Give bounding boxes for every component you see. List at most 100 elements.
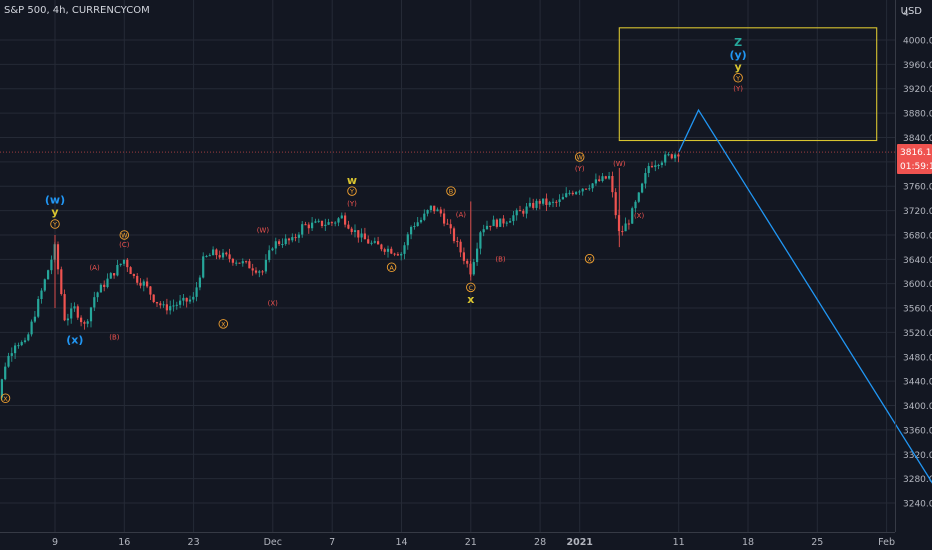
candle-body bbox=[60, 269, 63, 295]
candle-body bbox=[403, 245, 406, 254]
y-tick-label: 3440.0 bbox=[903, 378, 932, 388]
candle-body bbox=[126, 259, 129, 268]
candle-body bbox=[353, 230, 357, 232]
candle-body bbox=[459, 241, 462, 253]
candle-body bbox=[317, 220, 320, 222]
candle-body bbox=[215, 249, 218, 256]
candle-body bbox=[10, 353, 13, 356]
wave-label: (C) bbox=[119, 241, 130, 249]
candle-body bbox=[324, 224, 327, 226]
candle-body bbox=[525, 206, 528, 214]
candle-body bbox=[80, 317, 83, 323]
candle-body bbox=[340, 215, 343, 219]
candle-body bbox=[571, 192, 574, 195]
x-tick-label: 16 bbox=[118, 537, 130, 548]
y-tick-label: 3480.0 bbox=[903, 353, 932, 363]
candle-body bbox=[106, 278, 109, 288]
wave-label: (X) bbox=[268, 300, 279, 308]
candle-body bbox=[258, 271, 261, 273]
wave-label-circle bbox=[347, 186, 357, 196]
candle-body bbox=[518, 210, 522, 212]
y-tick-label: 3560.0 bbox=[903, 305, 932, 315]
candle-body bbox=[47, 270, 50, 280]
candle-body bbox=[489, 225, 492, 227]
candle-body bbox=[492, 219, 495, 227]
candle-body bbox=[119, 263, 122, 265]
candle-body bbox=[509, 221, 512, 223]
wave-label: Y bbox=[349, 188, 354, 196]
y-tick-label: 3400.0 bbox=[903, 402, 932, 412]
candle-body bbox=[505, 222, 508, 224]
candle-body bbox=[241, 261, 244, 264]
wave-label: (x) bbox=[66, 333, 83, 346]
candle-body bbox=[350, 228, 353, 232]
candle-body bbox=[86, 321, 89, 324]
candle-body bbox=[634, 201, 637, 209]
wave-label: A bbox=[389, 264, 394, 272]
candle-body bbox=[485, 225, 489, 230]
x-tick-label: 11 bbox=[673, 537, 685, 548]
candle-body bbox=[347, 224, 350, 229]
candle-body bbox=[175, 304, 178, 306]
candle-body bbox=[37, 298, 40, 317]
candle-body bbox=[304, 224, 307, 226]
candle-body bbox=[367, 239, 370, 244]
candle-body bbox=[205, 255, 208, 257]
candle-body bbox=[344, 215, 347, 225]
candle-body bbox=[129, 267, 132, 275]
candle-body bbox=[502, 218, 505, 224]
candle-body bbox=[565, 193, 568, 198]
candle-body bbox=[225, 252, 228, 255]
candle-body bbox=[83, 322, 86, 324]
wave-label: Y bbox=[735, 74, 740, 82]
wave-label: (B) bbox=[495, 256, 506, 264]
time-axis-divider bbox=[0, 532, 895, 533]
candle-body bbox=[482, 229, 485, 233]
currency-label[interactable]: USD bbox=[900, 6, 922, 17]
candle-body bbox=[294, 237, 297, 239]
x-tick-label: Feb bbox=[878, 537, 895, 548]
candle-body bbox=[4, 366, 7, 380]
candle-body bbox=[439, 209, 442, 214]
candle-body bbox=[202, 256, 205, 278]
candle-body bbox=[581, 188, 584, 192]
y-tick-label: 3240.0 bbox=[903, 500, 932, 510]
candle-body bbox=[522, 210, 525, 214]
candle-body bbox=[109, 273, 112, 279]
candle-body bbox=[228, 254, 231, 259]
candle-body bbox=[122, 259, 126, 264]
candle-body bbox=[360, 233, 363, 238]
candle-body bbox=[406, 234, 409, 246]
candle-body bbox=[63, 294, 66, 321]
candle-body bbox=[268, 250, 271, 260]
x-tick-label: 25 bbox=[811, 537, 823, 548]
wave-label-circle bbox=[386, 262, 397, 272]
candle-body bbox=[614, 192, 617, 216]
candle-body bbox=[611, 176, 614, 193]
candle-body bbox=[327, 222, 330, 225]
candle-body bbox=[674, 154, 677, 159]
candle-body bbox=[370, 242, 373, 244]
candle-body bbox=[654, 165, 657, 168]
candle-body bbox=[380, 244, 383, 250]
candle-body bbox=[0, 379, 4, 398]
candle-body bbox=[555, 201, 558, 203]
candle-body bbox=[383, 249, 386, 252]
x-tick-label: 9 bbox=[52, 537, 58, 548]
candle-body bbox=[89, 307, 93, 322]
price-tag-box bbox=[897, 144, 932, 175]
wave-label: Y bbox=[52, 221, 57, 229]
candle-body bbox=[278, 241, 281, 245]
candle-body bbox=[169, 306, 172, 311]
candle-body bbox=[103, 284, 106, 288]
candle-body bbox=[182, 297, 185, 301]
candle-body bbox=[284, 238, 287, 245]
candle-body bbox=[307, 224, 310, 229]
candle-body bbox=[43, 279, 46, 291]
candle-body bbox=[334, 222, 337, 224]
candle-body bbox=[545, 198, 548, 205]
y-tick-label: 3880.0 bbox=[903, 110, 932, 120]
wave-label-circle bbox=[574, 152, 585, 162]
